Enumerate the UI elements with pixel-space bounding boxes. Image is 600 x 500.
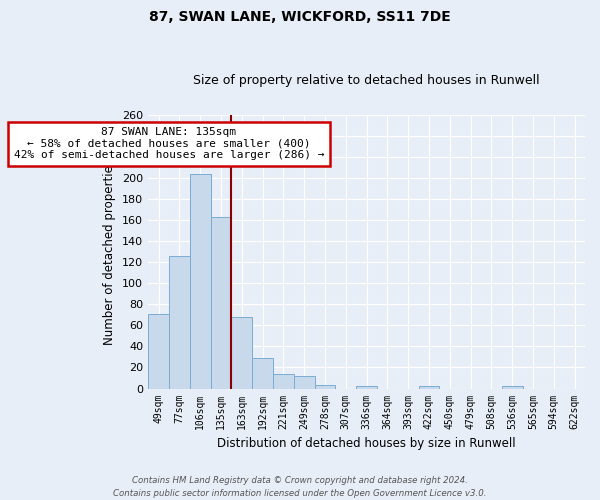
Bar (148, 314, 169, 388)
Bar (419, 386, 439, 388)
Bar (356, 386, 377, 388)
X-axis label: Distribution of detached houses by size in Runwell: Distribution of detached houses by size … (217, 437, 516, 450)
Bar (211, 217, 232, 388)
Bar (273, 374, 294, 388)
Bar (232, 317, 252, 388)
Text: Contains HM Land Registry data © Crown copyright and database right 2024.
Contai: Contains HM Land Registry data © Crown c… (113, 476, 487, 498)
Bar (169, 256, 190, 388)
Bar (314, 386, 335, 388)
Text: 87, SWAN LANE, WICKFORD, SS11 7DE: 87, SWAN LANE, WICKFORD, SS11 7DE (149, 10, 451, 24)
Bar (252, 358, 273, 388)
Bar (502, 386, 523, 388)
Y-axis label: Number of detached properties: Number of detached properties (103, 158, 116, 344)
Bar (294, 376, 314, 388)
Text: 87 SWAN LANE: 135sqm
← 58% of detached houses are smaller (400)
42% of semi-deta: 87 SWAN LANE: 135sqm ← 58% of detached h… (14, 127, 324, 160)
Title: Size of property relative to detached houses in Runwell: Size of property relative to detached ho… (193, 74, 540, 87)
Bar (190, 174, 211, 388)
